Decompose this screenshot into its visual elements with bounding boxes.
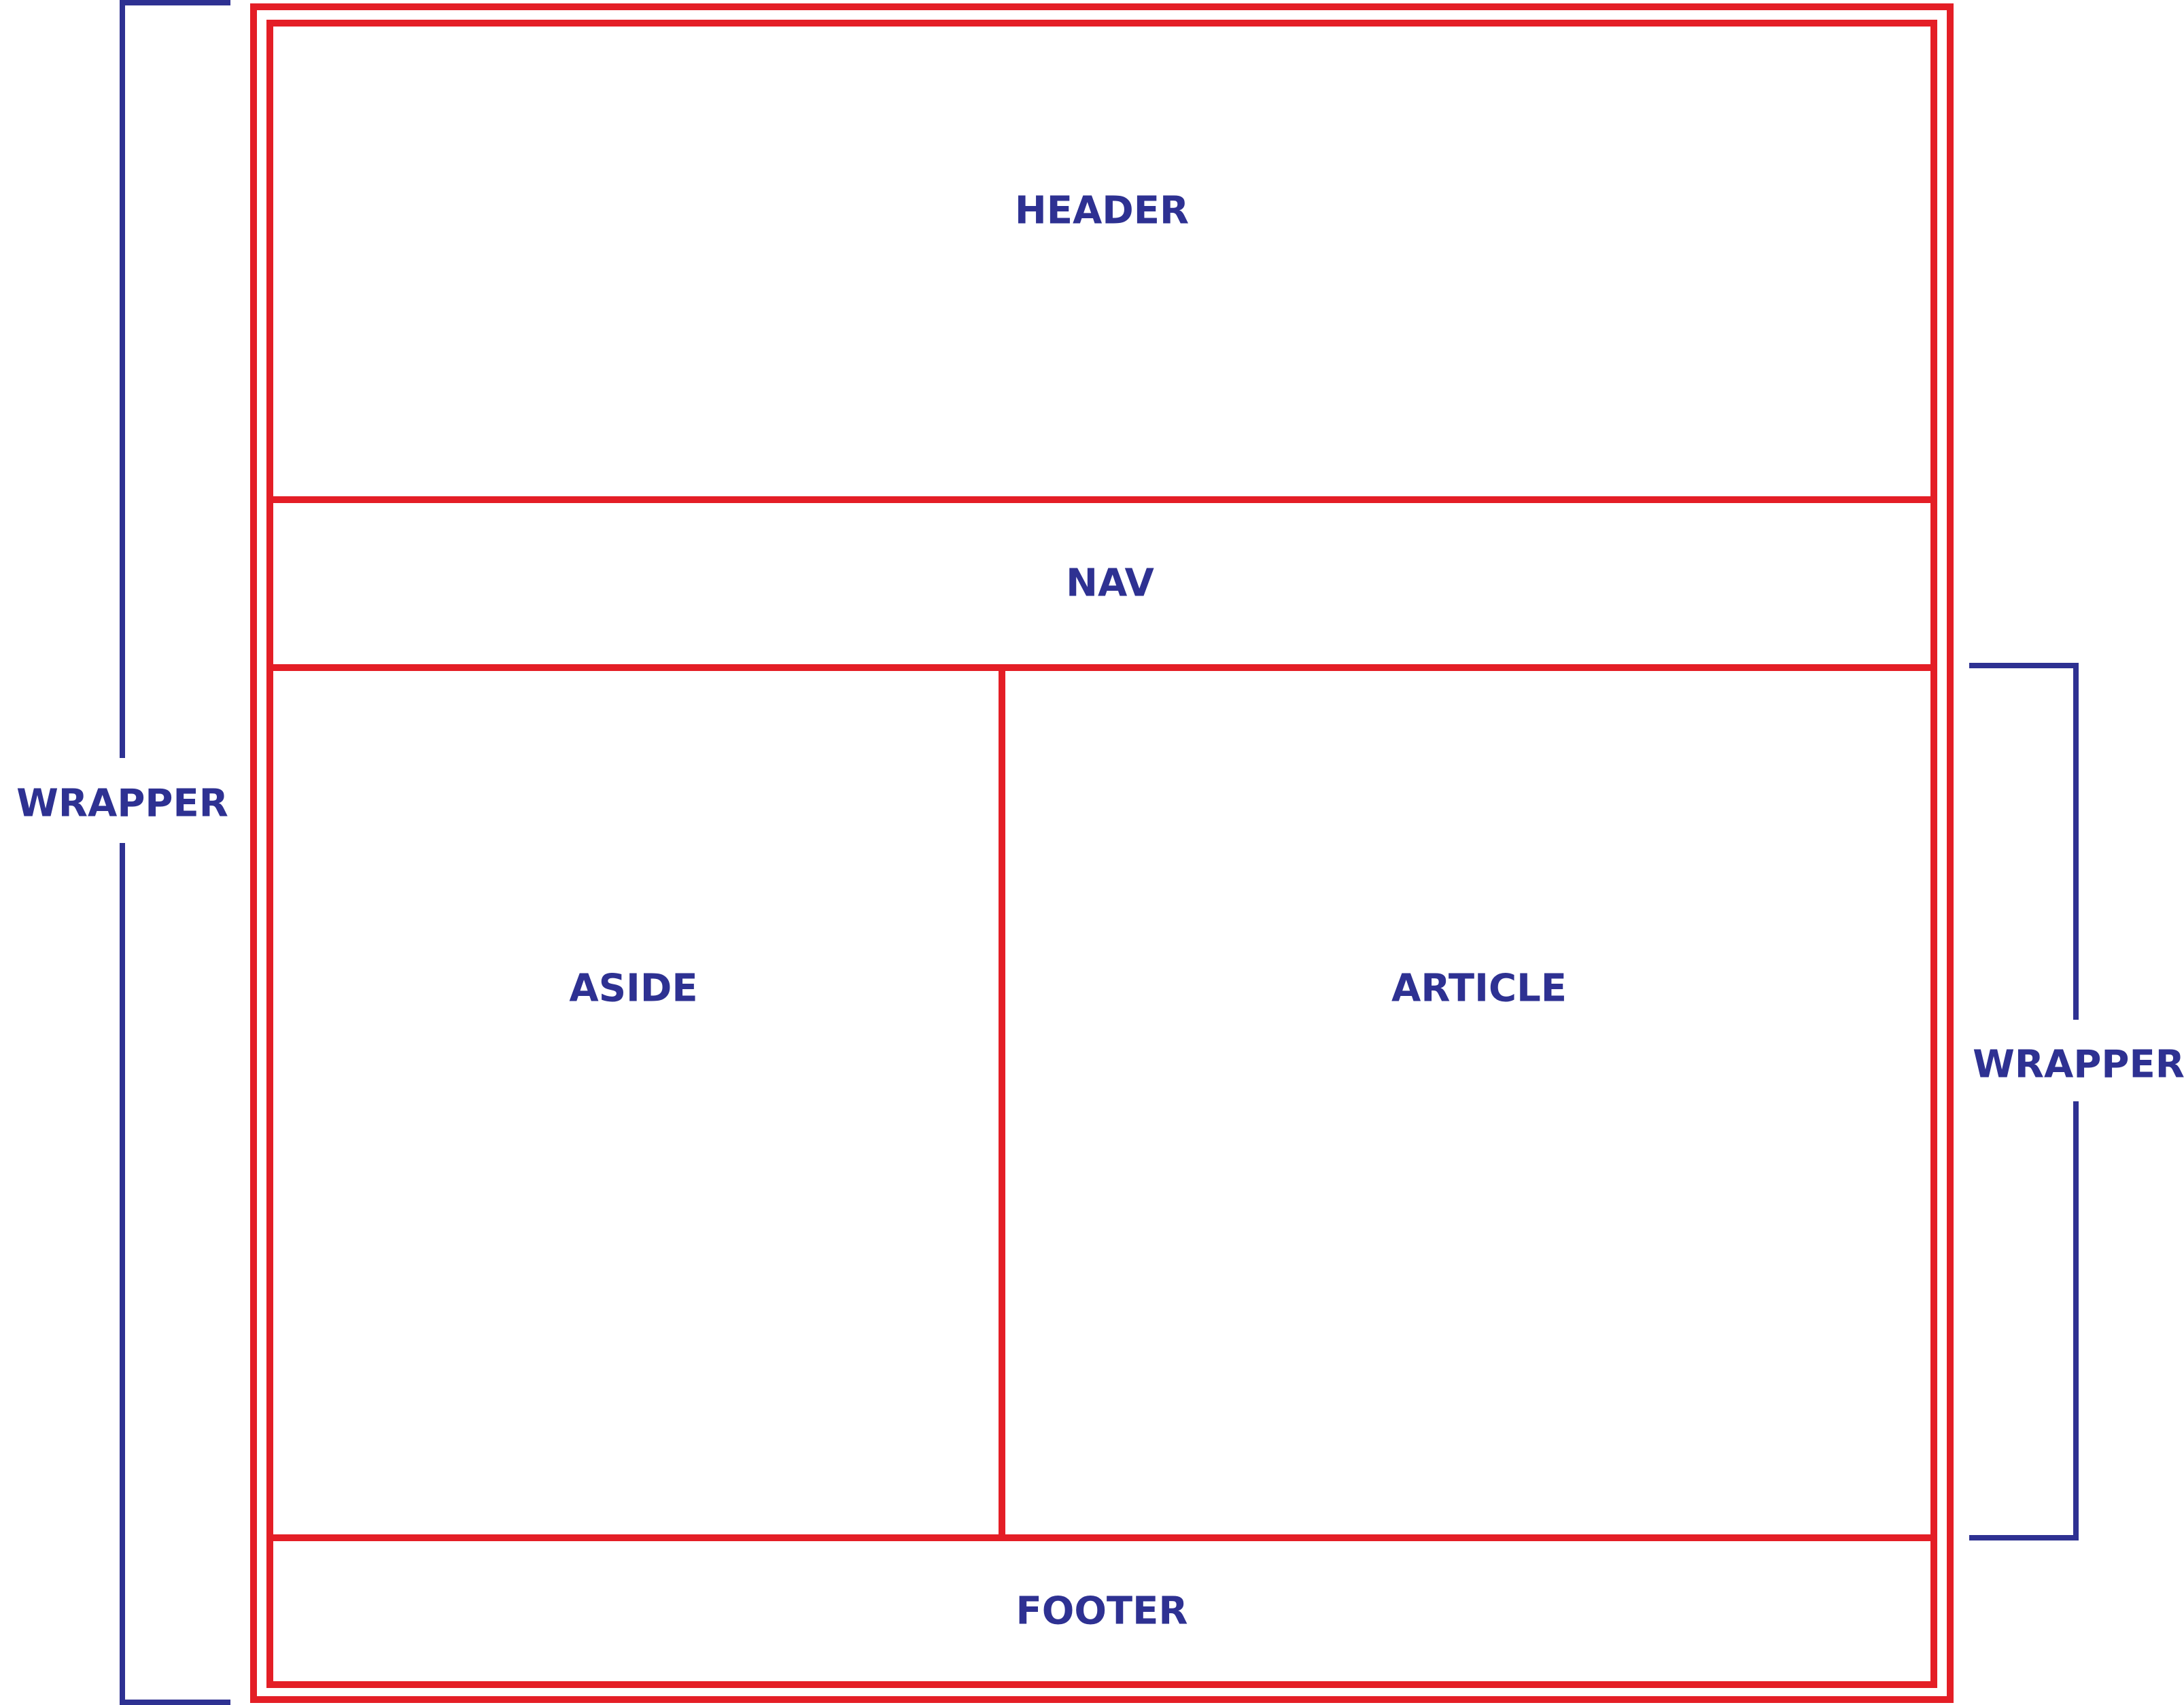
content-wrapper-label: WRAPPER — [1973, 1043, 2184, 1087]
outer-wrapper-label: WRAPPER — [16, 782, 228, 826]
content-wrapper-bracket-top — [1969, 663, 2079, 1020]
article-label: ARTICLE — [1391, 967, 1567, 1011]
aside-label: ASIDE — [569, 967, 697, 1011]
content-wrapper-bracket-bottom — [1969, 1101, 2079, 1540]
header-label: HEADER — [1015, 189, 1189, 233]
inner-wrapper-border — [266, 20, 1937, 1688]
outer-wrapper-border — [250, 3, 1954, 1703]
footer-label: FOOTER — [1016, 1589, 1188, 1634]
nav-label: NAV — [1066, 562, 1154, 606]
outer-wrapper-bracket-bottom — [120, 843, 230, 1705]
outer-wrapper-bracket-top — [120, 0, 230, 758]
